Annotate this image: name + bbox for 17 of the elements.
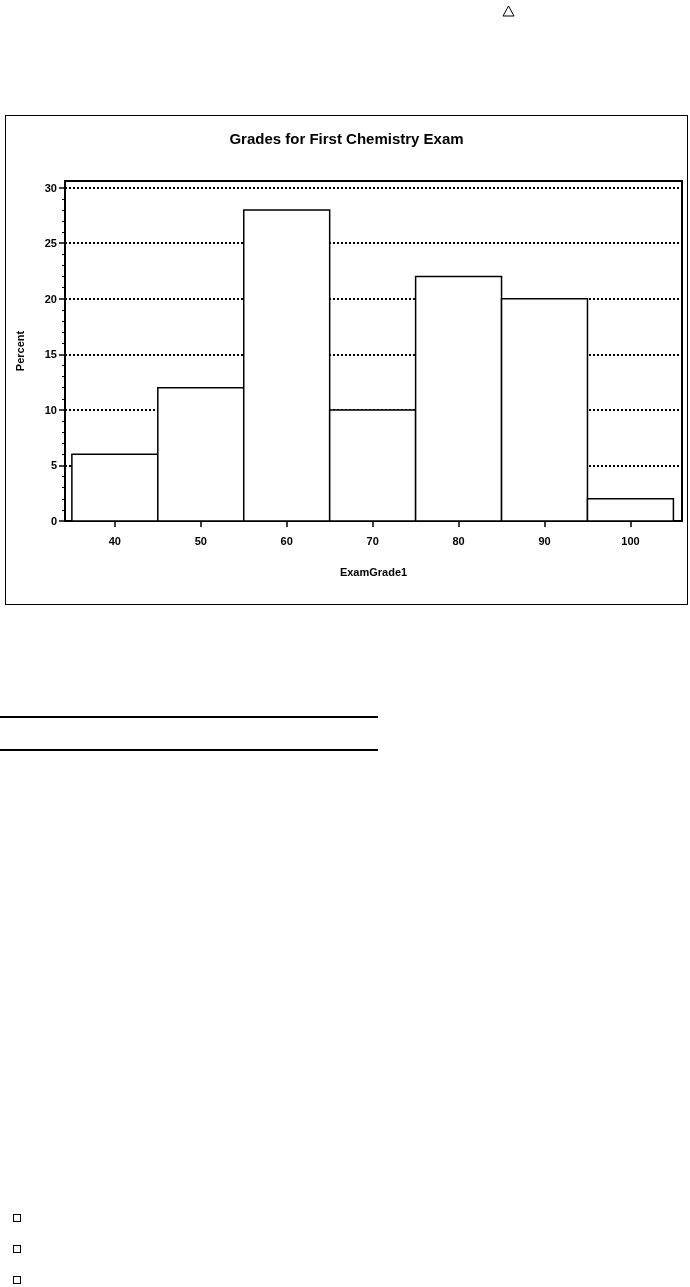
y-tick-label: 5: [50, 459, 57, 472]
x-tick-label: 60: [280, 534, 293, 547]
x-axis-title: ExamGrade1: [339, 565, 408, 578]
y-tick-label: 0: [50, 515, 57, 527]
x-tick-label: 50: [194, 534, 207, 547]
y-tick-label: 20: [44, 292, 57, 305]
x-tick-label: 100: [621, 534, 640, 547]
y-tick-label: 15: [44, 348, 57, 361]
y-tick-label: 10: [44, 403, 57, 416]
y-axis-title: Percent: [13, 330, 26, 372]
x-tick-label: 80: [452, 534, 465, 547]
x-tick-label: 70: [366, 534, 379, 547]
x-tick-label: 40: [108, 534, 121, 547]
y-tick-label: 30: [44, 181, 57, 194]
x-tick-label: 90: [538, 534, 551, 547]
y-tick-label: 25: [44, 237, 57, 250]
chart-title: Grades for First Chemistry Exam: [229, 130, 464, 147]
